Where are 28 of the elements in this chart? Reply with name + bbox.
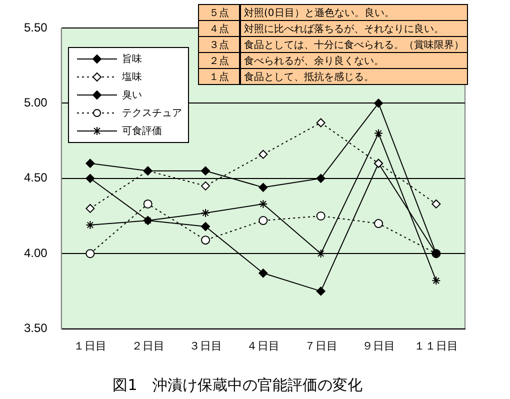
annotation: １点 [198,68,240,84]
legend-label: 可食評価 [122,124,162,138]
y-tick-label: 4.00 [24,246,48,260]
y-tick-label: 4.50 [24,170,48,185]
x-tick-label: １日目 [74,340,107,352]
annotation: 対照に比べれば落ちるが、それなりに良い。 [240,20,468,36]
x-tick-label: ４日目 [246,340,280,352]
legend-label: 塩味 [122,70,142,84]
annotation: 食品としては、十分に食べられる。（賞味限界） [240,36,468,52]
annotation: ３点 [198,36,240,52]
annotation: ４点 [198,20,240,36]
legend-label: 旨味 [122,52,142,66]
y-tick-label: 5.00 [24,96,48,110]
legend-label: 臭い [122,89,142,102]
annotation: 食品として、抵抗を感じる。 [240,68,468,84]
annotation: ２点 [198,52,240,68]
x-tick-label: ９日目 [362,340,396,352]
text: 図1 沖漬け保蔵中の官能評価の変化 [112,376,362,394]
y-tick-label: 3.50 [24,321,48,336]
x-tick-label: １１日目 [414,340,458,352]
x-tick-label: ７日目 [304,340,338,352]
text: 対照(0日目）と遜色ない。良い。 [240,4,468,20]
text: ５点 [198,4,240,20]
legend-label: テクスチュア [122,107,182,120]
annotation: 食べられるが、余り良くない。 [240,52,468,68]
x-tick-label: ２日目 [131,340,164,352]
x-tick-label: ３日目 [189,340,222,352]
y-tick-label: 5.50 [24,20,48,34]
